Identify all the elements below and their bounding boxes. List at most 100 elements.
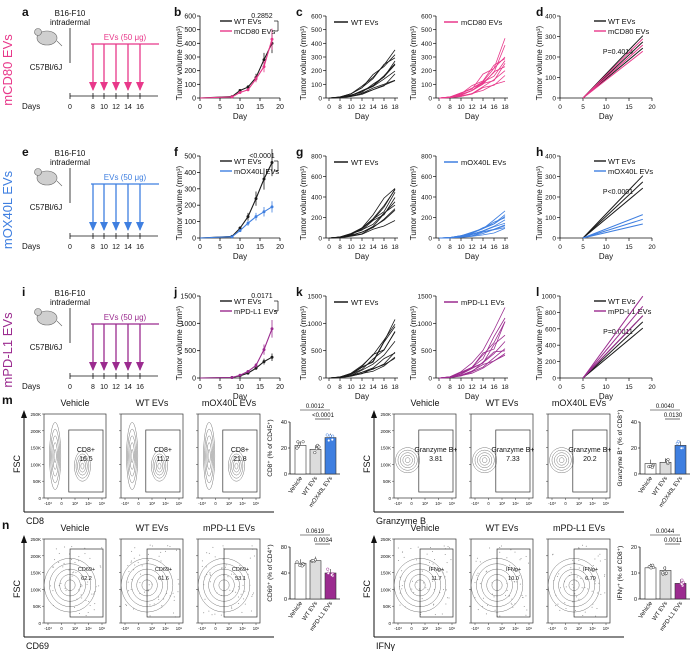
row-ox40l-individual-treated-xtick-label: 0 [437, 244, 441, 251]
mouse-ear [34, 308, 42, 316]
flow-m-panel-1-plot-3-xtick-label: 10⁴ [239, 501, 246, 506]
row-pdl1-regression-legend-label: WT EVs [608, 297, 636, 306]
event-dot [250, 610, 252, 612]
row-pdl1-row-label: mPD-L1 EVs [0, 312, 15, 388]
event-dot [555, 605, 557, 607]
row-ox40l-individual-treated-ytick-label: 600 [421, 174, 432, 181]
row-cd80-day-label: 8 [91, 104, 95, 111]
row-cd80-growth-xtick-label: 10 [236, 104, 244, 111]
event-dot [127, 581, 129, 583]
event-dot [253, 555, 255, 557]
row-ox40l-growth-pvalue: <0.0001 [249, 153, 275, 160]
event-dot [585, 545, 587, 547]
row-ox40l-regression-ytick-label: 300 [545, 174, 556, 181]
event-dot [603, 575, 605, 577]
flow-n-panel-2-plot-3-xtick-label: 0 [564, 626, 567, 631]
contour-ring [395, 447, 420, 474]
row-ox40l-growth-ytick-label: 500 [184, 154, 196, 161]
event-dot [238, 588, 240, 590]
row-ox40l-individual-wt-curve [328, 201, 396, 239]
flow-m-panel-1-plot-3-xtick-label: -10³ [198, 501, 206, 506]
flow-m-panel-1-plot-3-gate-label: CD8+ [231, 447, 249, 454]
event-dot [249, 557, 251, 559]
row-pdl1-individual-treated-xtick-label: 14 [479, 384, 487, 391]
event-dot [80, 586, 82, 588]
row-pdl1-individual-treated-ytick-label: 0 [428, 376, 432, 383]
flow-m-panel-2-plot-3-xtick-label: 10⁴ [589, 501, 596, 506]
row-ox40l-letter-regression: h [536, 145, 543, 159]
row-pdl1-route: intradermal [50, 298, 90, 307]
flow-m-panel-1-plot-2-gate [145, 429, 181, 493]
flow-n-panel-1-plot-3-title: mPD-L1 EVs [203, 523, 256, 533]
flow-m-panel-2-plot-1-ytick-label: 200K [380, 429, 391, 434]
flow-m-panel-1-plot-1-ytick-label: 0 [38, 496, 41, 501]
row-ox40l-regression-xtick-label: 20 [648, 244, 656, 251]
row-pdl1-individual-wt-xtick-label: 10 [347, 384, 355, 391]
flow-n-panel-1-plot-2-xtick-label: -10³ [121, 626, 129, 631]
row-pdl1-regression-ytick-label: 400 [545, 343, 556, 350]
flow-n-panel-1-bar-dot [330, 573, 334, 577]
row-cd80-growth-point [246, 88, 250, 92]
event-dot [225, 564, 227, 566]
flow-letter-m: m [2, 393, 13, 407]
event-dot [157, 596, 159, 598]
event-dot [528, 562, 530, 564]
event-dot [58, 584, 60, 586]
row-ox40l-growth-point [254, 197, 258, 201]
row-ox40l-mouse-icon [34, 168, 63, 187]
row-ox40l-day-label: 14 [124, 244, 132, 251]
row-pdl1-regression-legend-label: mPD-L1 EVs [608, 307, 652, 316]
row-ox40l-individual-wt-xtick-label: 12 [358, 244, 366, 251]
event-dot [404, 606, 406, 608]
flow-n-panel-2-plot-2-gate-value: 10.0 [508, 576, 519, 582]
flow-n-panel-1-bar-dot [326, 567, 330, 571]
event-dot [418, 588, 420, 590]
flow-n-panel-1-bar-ytick-label: 80 [281, 545, 287, 551]
flow-n-panel-1-plot-3-xtick-label: 10⁵ [253, 626, 260, 631]
flow-n-panel-2-bar-dot [651, 565, 655, 569]
row-pdl1-cell-line: B16-F10 [55, 289, 86, 298]
contour-ring [152, 453, 167, 479]
contour-ring [128, 435, 136, 477]
event-dot [139, 593, 141, 595]
event-dot [485, 613, 487, 615]
event-dot [78, 612, 80, 614]
flow-m-panel-1-xlabel: CD8 [26, 516, 44, 526]
event-dot [227, 576, 229, 578]
flow-m-panel-2-plot-2-xtick-label: 0 [487, 501, 490, 506]
event-dot [231, 573, 233, 575]
row-ox40l-individual-treated-ytick-label: 0 [428, 236, 432, 243]
flow-n-panel-1-bar-p-bottom: 0.0034 [314, 538, 333, 544]
event-dot [433, 603, 435, 605]
row-pdl1-regression-ytick-label: 1000 [542, 294, 557, 301]
row-cd80-letter-growth: b [174, 5, 181, 19]
event-dot [87, 581, 89, 583]
event-dot [242, 584, 244, 586]
event-dot [209, 581, 211, 583]
event-dot [98, 585, 100, 587]
mouse-body [36, 310, 58, 326]
row-pdl1-regression-xtick-label: 10 [602, 384, 610, 391]
event-dot [580, 577, 582, 579]
flow-n-panel-2-plot-3-gate [573, 548, 608, 618]
row-ox40l-regression-ylabel: Tumor volume (mm³) [535, 165, 544, 240]
event-dot [596, 592, 598, 594]
row-cd80-dose-arrowhead [89, 82, 97, 91]
row-pdl1-individual-treated-xtick-label: 8 [448, 384, 452, 391]
flow-m-panel-2-plot-2-title: WT EVs [486, 398, 519, 408]
event-dot [222, 558, 224, 560]
event-dot [557, 603, 559, 605]
row-ox40l-individual-wt-xtick-label: 18 [391, 244, 399, 251]
row-pdl1-individual-treated-curve [438, 321, 506, 379]
row-ox40l-growth-point [270, 161, 274, 165]
row-pdl1-individual-wt-xtick-label: 14 [369, 384, 377, 391]
flow-m-panel-2-plot-3-xtick-label: 10³ [576, 501, 583, 506]
flow-m-panel-1-bar-ytick-label: 40 [281, 420, 287, 426]
contour-ring [53, 449, 57, 463]
flow-m-panel-2-bar-ytick-label: 40 [631, 420, 637, 426]
row-ox40l-individual-treated-xlabel: Day [465, 252, 479, 261]
event-dot [229, 589, 231, 591]
row-pdl1-growth-xtick-label: 20 [276, 384, 284, 391]
row-ox40l-individual-treated-ylabel: Tumor volume (mm³) [409, 165, 418, 240]
event-dot [74, 606, 76, 608]
